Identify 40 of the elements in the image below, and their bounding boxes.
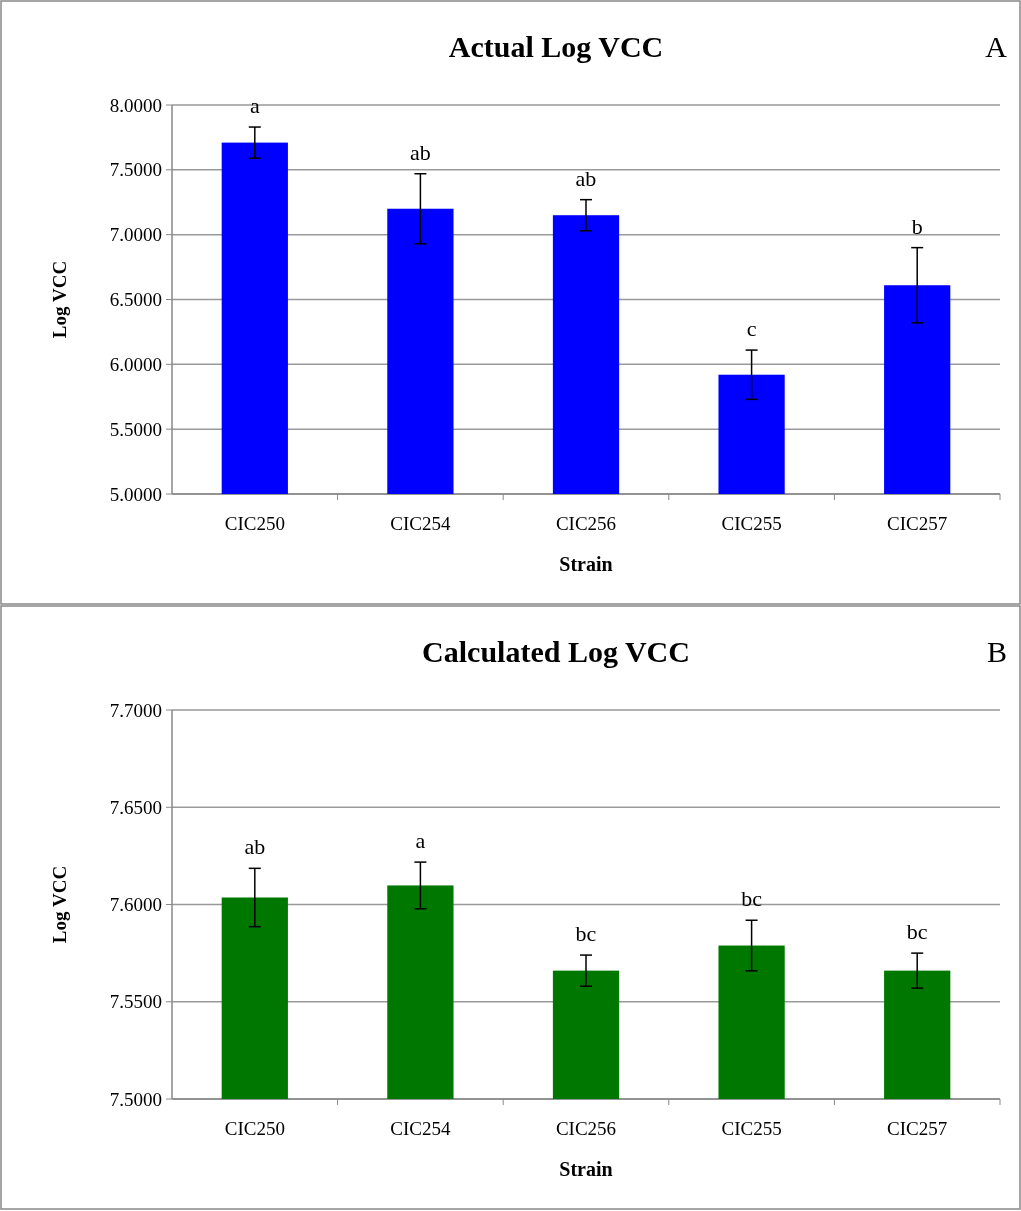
- chart-title: Actual Log VCC: [448, 30, 664, 63]
- x-tick-label: CIC256: [555, 513, 617, 534]
- y-tick-label: 7.0000: [109, 224, 162, 246]
- y-tick-label: 8.0000: [109, 94, 162, 116]
- chart-title: Calculated Log VCC: [422, 635, 690, 668]
- x-tick-label: CIC256: [555, 1118, 617, 1139]
- annotation: bc: [575, 921, 597, 947]
- y-tick-label: 7.5500: [109, 991, 162, 1013]
- x-tick-label: CIC250: [224, 513, 285, 534]
- y-tick-label: 5.0000: [109, 483, 162, 505]
- annotation: bc: [906, 919, 928, 945]
- annotation: a: [249, 93, 260, 119]
- y-tick-label: 5.5000: [109, 418, 162, 440]
- text: A: [985, 30, 1008, 63]
- text: B: [986, 635, 1007, 668]
- annotation: a: [415, 827, 426, 853]
- x-axis-title: Strain: [559, 1158, 613, 1180]
- x-tick-label: CIC254: [390, 513, 451, 534]
- y-axis-title: Log VCC: [49, 260, 70, 339]
- x-tick-label: CIC255: [721, 513, 782, 534]
- annotation: bc: [741, 886, 763, 912]
- y-tick-label: 7.6000: [109, 894, 162, 916]
- y-tick-label: 7.7000: [109, 699, 162, 721]
- x-tick-label: CIC254: [390, 1118, 451, 1139]
- y-tick-label: 7.5000: [109, 1088, 162, 1110]
- annotation: ab: [244, 833, 266, 859]
- y-tick-label: 6.5000: [109, 289, 162, 311]
- annotation: ab: [575, 165, 597, 191]
- x-axis-title: Strain: [559, 553, 613, 575]
- x-tick-label: CIC257: [887, 513, 948, 534]
- y-axis-title: Log VCC: [49, 865, 70, 944]
- y-tick-label: 7.6500: [109, 796, 162, 818]
- x-tick-label: CIC250: [224, 1118, 285, 1139]
- annotation: ab: [410, 139, 431, 165]
- x-tick-label: CIC255: [721, 1118, 782, 1139]
- y-tick-label: 6.0000: [109, 353, 162, 375]
- annotation: c: [746, 316, 757, 342]
- annotation: b: [911, 213, 923, 239]
- x-tick-label: CIC257: [887, 1118, 948, 1139]
- y-tick-label: 7.5000: [109, 159, 162, 181]
